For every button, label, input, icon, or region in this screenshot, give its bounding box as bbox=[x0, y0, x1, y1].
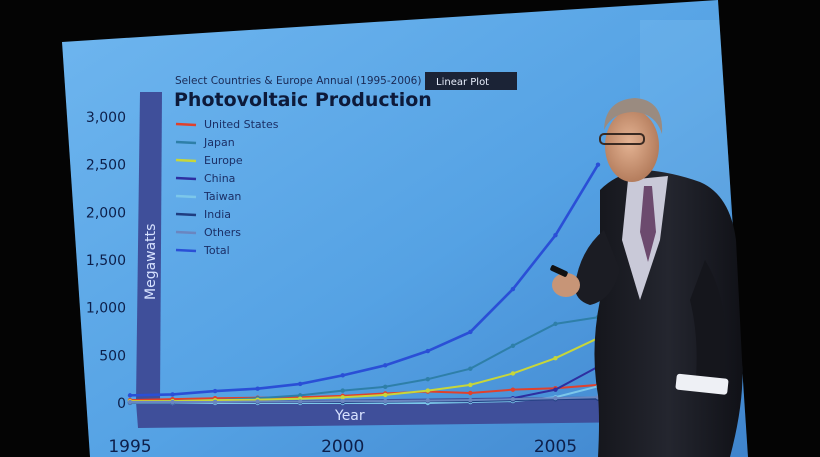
legend-label: Others bbox=[204, 226, 241, 239]
notes-paper-icon bbox=[675, 373, 729, 395]
series-line bbox=[129, 163, 600, 397]
series-point bbox=[468, 366, 473, 371]
series-point bbox=[383, 384, 388, 389]
legend-label: India bbox=[204, 208, 231, 221]
presenter bbox=[550, 98, 743, 457]
series-point bbox=[340, 373, 345, 378]
y-tick-label: 500 bbox=[99, 348, 126, 364]
series-point bbox=[468, 397, 473, 403]
series-point bbox=[553, 355, 558, 361]
y-tick-labels: 0 500 1,000 1,500 2,000 2,500 3,000 bbox=[86, 110, 126, 412]
projection-screen bbox=[62, 0, 748, 457]
series-point bbox=[383, 363, 388, 368]
legend-label: Taiwan bbox=[203, 190, 241, 203]
legend-swatch bbox=[175, 176, 197, 181]
legend-label: Europe bbox=[204, 154, 243, 167]
series-line bbox=[130, 396, 599, 404]
legend-swatch bbox=[175, 194, 197, 199]
series-point bbox=[425, 376, 431, 382]
x-tick-label: 2005 bbox=[534, 437, 577, 457]
series-point bbox=[510, 387, 516, 392]
y-tick-label: 2,500 bbox=[86, 158, 126, 174]
y-tick-label: 3,000 bbox=[86, 110, 126, 126]
series-point bbox=[255, 399, 260, 404]
series-point bbox=[170, 392, 175, 397]
legend-label: United States bbox=[204, 118, 279, 131]
series-point bbox=[383, 392, 388, 398]
series-point bbox=[595, 162, 601, 167]
series-line bbox=[129, 383, 599, 402]
series-point bbox=[553, 321, 558, 327]
series-point bbox=[255, 386, 260, 391]
linear-plot-badge bbox=[425, 72, 517, 90]
chart-title: Photovoltaic Production bbox=[174, 89, 432, 111]
x-axis-label: Year bbox=[334, 408, 365, 424]
presenter-right-arm bbox=[690, 260, 726, 391]
x-tick-labels: 1995 2000 2005 bbox=[108, 437, 577, 457]
series-point bbox=[127, 399, 133, 405]
series-point bbox=[297, 393, 303, 398]
legend: United States Japan Europe China Taiwan India… bbox=[175, 118, 279, 257]
series-point bbox=[425, 348, 431, 354]
linear-plot-badge-text: Linear Plot bbox=[436, 77, 489, 88]
legend-swatch bbox=[175, 248, 197, 253]
y-axis-label: Megawatts bbox=[143, 224, 159, 300]
x-tick-label: 2000 bbox=[321, 437, 364, 457]
series-point bbox=[510, 343, 516, 348]
series-point bbox=[127, 393, 133, 398]
series-point bbox=[510, 371, 516, 376]
series-point bbox=[297, 381, 303, 387]
series-point bbox=[340, 395, 345, 400]
glasses-icon bbox=[599, 133, 645, 145]
presenter-hand bbox=[552, 273, 580, 297]
series-point bbox=[340, 398, 345, 404]
series-point bbox=[468, 329, 473, 335]
presenter-face bbox=[605, 110, 659, 182]
legend-swatch bbox=[175, 212, 197, 217]
chart-subtitle: Select Countries & Europe Annual (1995-2… bbox=[175, 75, 421, 87]
legend-label: China bbox=[204, 172, 235, 185]
series-line bbox=[130, 337, 599, 403]
series-point bbox=[553, 387, 558, 392]
series-point bbox=[297, 399, 303, 404]
y-tick-label: 0 bbox=[117, 396, 126, 412]
presenter-hair bbox=[604, 98, 663, 134]
series-point bbox=[212, 388, 218, 394]
presenter-left-arm bbox=[574, 230, 620, 305]
y-tick-label: 2,000 bbox=[86, 205, 126, 221]
legend-swatch bbox=[175, 122, 197, 127]
series-point bbox=[553, 233, 558, 238]
remote-clicker-icon bbox=[550, 265, 568, 277]
legend-swatch bbox=[175, 230, 197, 235]
y-axis-band bbox=[136, 92, 162, 402]
presenter-tie bbox=[640, 186, 656, 262]
series-point bbox=[170, 399, 175, 405]
series-point bbox=[468, 382, 473, 388]
series-point bbox=[553, 396, 558, 401]
series-point bbox=[340, 388, 345, 393]
series-point bbox=[510, 396, 516, 402]
legend-swatch bbox=[175, 140, 197, 145]
series-point bbox=[425, 388, 431, 393]
x-tick-label: 1995 bbox=[108, 437, 151, 457]
legend-label: Japan bbox=[203, 136, 235, 149]
series-point bbox=[468, 390, 473, 396]
series-point bbox=[425, 398, 431, 403]
series-point bbox=[383, 398, 388, 404]
y-tick-label: 1,000 bbox=[86, 301, 126, 317]
y-tick-label: 1,500 bbox=[86, 253, 126, 269]
legend-swatch bbox=[175, 158, 197, 163]
legend-label: Total bbox=[203, 244, 230, 257]
series-point bbox=[212, 399, 218, 405]
series-point bbox=[510, 286, 516, 292]
